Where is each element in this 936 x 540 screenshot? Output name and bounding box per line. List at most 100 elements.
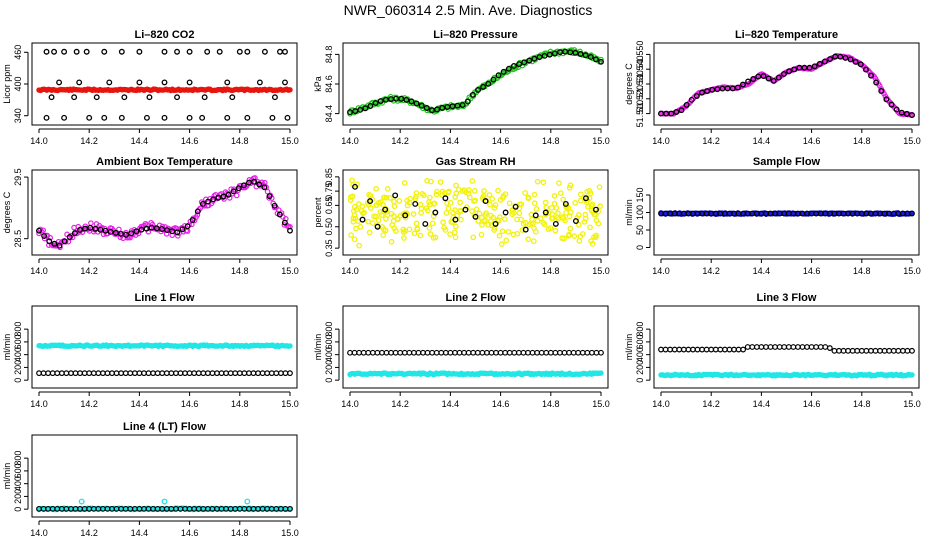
data-point [721, 346, 728, 353]
data-point [862, 66, 869, 73]
data-point [452, 223, 459, 230]
data-point [473, 206, 480, 213]
data-point [347, 197, 354, 204]
data-point [531, 200, 538, 207]
x-tick-label: 14.2 [80, 136, 98, 146]
data-point [380, 232, 387, 238]
panel-li820-temperature: Li–820 Temperature 14.0 14.2 14.4 14.6 14.8 15… [624, 29, 921, 146]
data-point [201, 94, 208, 101]
data-point [903, 110, 910, 117]
data-point [276, 211, 283, 218]
data-point [77, 370, 83, 377]
data-point [161, 498, 168, 505]
y-tick-label: 460 [13, 45, 23, 60]
data-point [229, 94, 236, 101]
data-point [143, 114, 150, 121]
data-point [381, 194, 387, 201]
data-point [506, 349, 513, 356]
data-point [863, 347, 870, 354]
data-point [566, 349, 572, 356]
data-point [497, 349, 504, 356]
x-tick-label: 14.6 [181, 399, 199, 409]
data-point [572, 199, 578, 206]
y-tick-label: 200 [324, 360, 334, 375]
data-point [491, 227, 498, 233]
data-point [99, 370, 106, 377]
data-point [522, 226, 529, 233]
panel-title: Sample Flow [753, 156, 821, 168]
data-point [909, 210, 915, 217]
data-point [845, 347, 852, 354]
data-point [469, 178, 476, 184]
data-point [392, 349, 399, 356]
data-point [36, 227, 42, 234]
data-point [383, 194, 390, 201]
data-point [374, 223, 381, 230]
data-point [417, 232, 424, 239]
data-point [445, 205, 452, 212]
data-point [534, 178, 541, 185]
data-point [418, 102, 425, 109]
data-point [837, 53, 844, 60]
data-point [419, 191, 426, 197]
data-point [352, 183, 358, 190]
panel-line-4-lt-flow: Line 4 (LT) Flow 14.0 14.2 14.4 14.6 14.8 15.0… [2, 421, 299, 538]
data-point [487, 201, 493, 208]
data-point [456, 349, 463, 356]
data-point [429, 107, 435, 114]
data-point [369, 349, 376, 356]
data-point [456, 186, 462, 193]
data-point [776, 344, 783, 350]
data-point [113, 370, 120, 377]
data-point [357, 224, 364, 230]
data-point [526, 57, 533, 64]
data-point [521, 59, 528, 66]
data-point [236, 48, 243, 55]
data-point [744, 344, 751, 350]
panel-title: Line 2 Flow [446, 292, 506, 304]
data-point [806, 64, 813, 71]
data-point [868, 72, 874, 79]
data-point [255, 370, 261, 377]
series-avg [658, 53, 915, 119]
data-point [804, 344, 810, 350]
data-point [593, 349, 600, 356]
data-point [840, 347, 847, 354]
data-point [536, 54, 543, 61]
data-point [543, 349, 550, 356]
data-point [543, 204, 550, 211]
x-axis: 14.0 14.2 14.4 14.6 14.8 15.0 [30, 258, 299, 276]
data-point [490, 214, 497, 221]
data-point [401, 235, 407, 241]
data-point [567, 182, 574, 189]
data-point [593, 206, 599, 213]
data-point [426, 225, 433, 231]
data-point [780, 71, 787, 77]
x-tick-label: 14.4 [442, 399, 460, 409]
data-point [434, 106, 441, 113]
x-tick-label: 14.0 [30, 136, 48, 146]
panel-title: Line 3 Flow [757, 292, 817, 304]
x-tick-label: 14.6 [492, 266, 510, 276]
data-point [78, 498, 85, 505]
data-point [790, 344, 797, 350]
data-point [437, 179, 444, 185]
x-axis: 14.0 14.2 14.4 14.6 14.8 15.0 [341, 128, 610, 146]
x-tick-label: 14.4 [753, 136, 771, 146]
y-axis: 0 50 100 150 [635, 187, 651, 250]
data-point [555, 216, 562, 222]
series-avg [347, 48, 604, 116]
data-point [496, 214, 503, 221]
data-point [136, 370, 143, 377]
data-point [88, 220, 94, 226]
data-point [561, 235, 567, 242]
data-point [90, 370, 97, 377]
data-point [413, 190, 420, 196]
data-point [597, 203, 603, 209]
data-point [161, 79, 168, 86]
data-point [547, 349, 554, 356]
y-axis-label: ml/min [624, 334, 634, 361]
data-point [909, 347, 915, 354]
